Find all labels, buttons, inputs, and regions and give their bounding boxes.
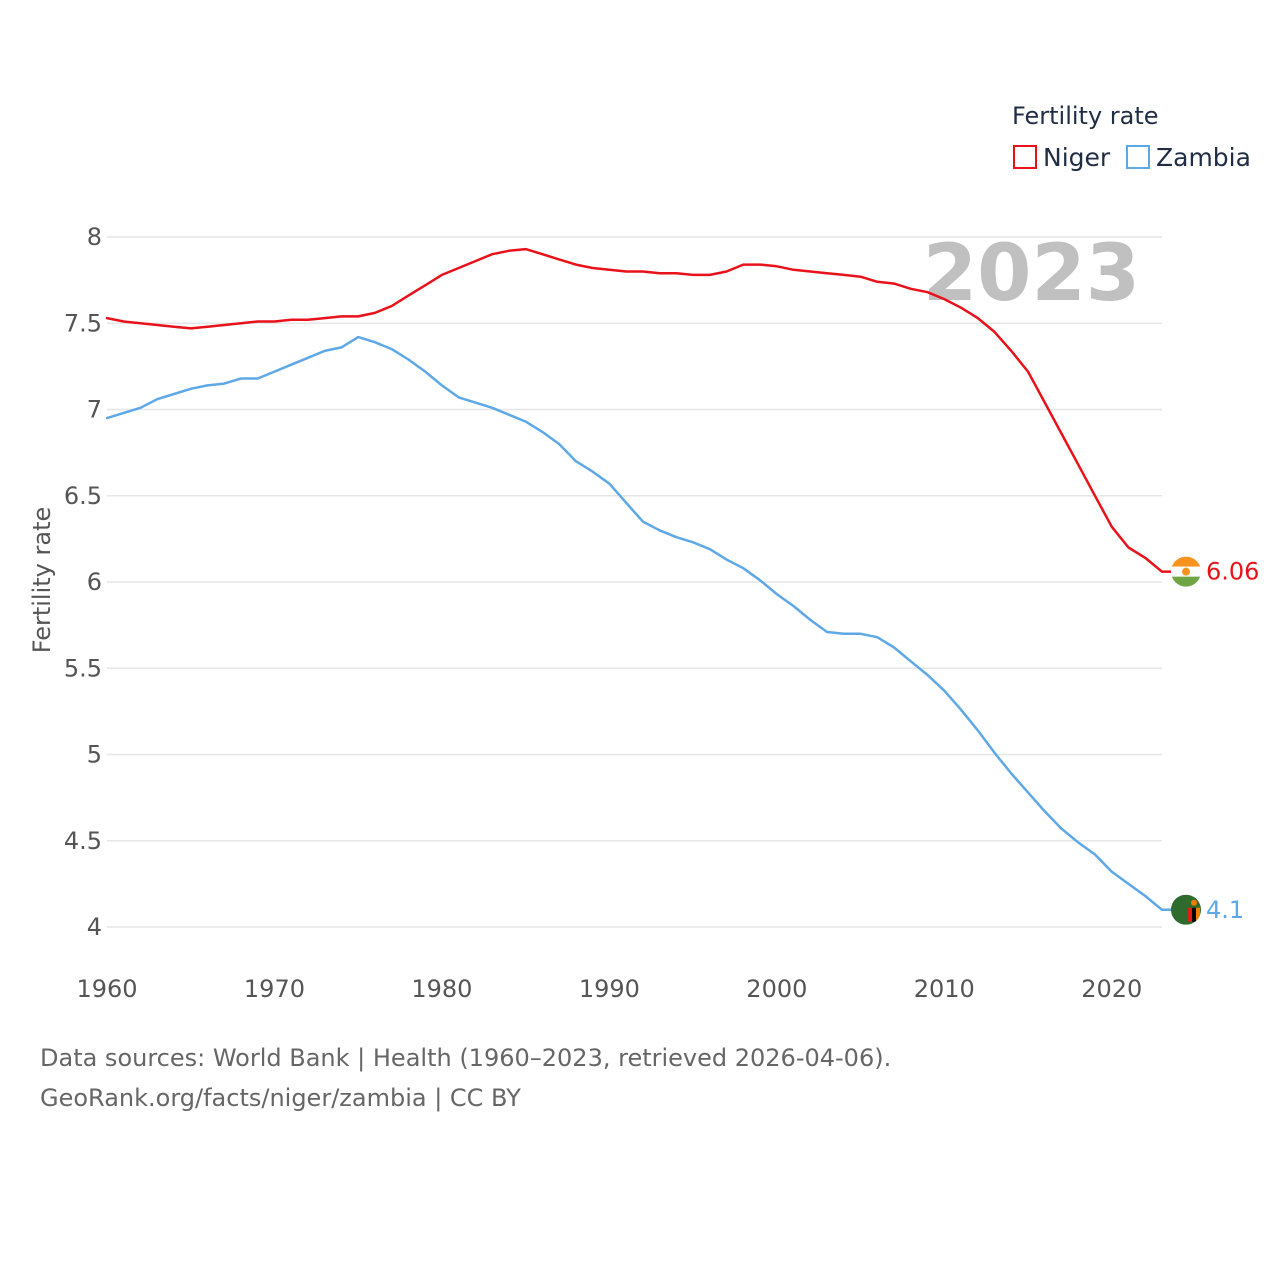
footer-source: Data sources: World Bank | Health (1960–… xyxy=(40,1044,892,1072)
y-axis-title: Fertility rate xyxy=(28,507,56,654)
legend-swatch-zambia xyxy=(1126,145,1150,169)
y-axis-ticks: 4 4.5 5 5.5 6 6.5 7 7.5 8 xyxy=(64,223,102,941)
y-tick-label: 7 xyxy=(87,396,102,424)
series-lines xyxy=(105,247,1164,912)
y-tick-label: 7.5 xyxy=(64,309,102,337)
x-tick-label: 1990 xyxy=(579,975,640,1003)
legend: Fertility rate Niger Zambia xyxy=(1012,102,1251,172)
x-tick-label: 2020 xyxy=(1081,975,1142,1003)
legend-label-zambia: Zambia xyxy=(1156,143,1251,172)
year-stamp: 2023 xyxy=(923,229,1140,319)
x-tick-label: 1970 xyxy=(244,975,305,1003)
series-line-zambia xyxy=(105,335,1164,912)
footer-link[interactable]: GeoRank.org/facts/niger/zambia | CC BY xyxy=(40,1084,521,1112)
zambia-flag-icon xyxy=(1171,894,1201,925)
legend-title: Fertility rate xyxy=(1012,102,1159,130)
grid-lines xyxy=(107,236,1162,928)
niger-flag-icon xyxy=(1171,556,1201,587)
x-axis-ticks: 1960 1970 1980 1990 2000 2010 2020 xyxy=(76,975,1142,1003)
x-tick-label: 2010 xyxy=(914,975,975,1003)
end-value-label-niger: 6.06 xyxy=(1206,558,1259,586)
y-tick-label: 5 xyxy=(87,741,102,769)
y-tick-label: 5.5 xyxy=(64,654,102,682)
y-tick-label: 4 xyxy=(87,913,102,941)
y-tick-label: 4.5 xyxy=(64,827,102,855)
y-tick-label: 6.5 xyxy=(64,482,102,510)
legend-label-niger: Niger xyxy=(1043,143,1111,172)
x-tick-label: 1960 xyxy=(76,975,137,1003)
series-line-niger xyxy=(105,247,1164,573)
x-tick-label: 2000 xyxy=(746,975,807,1003)
end-value-label-zambia: 4.1 xyxy=(1206,896,1244,924)
series-endpoints: 6.06 4.1 xyxy=(1162,556,1259,925)
x-tick-label: 1980 xyxy=(411,975,472,1003)
y-tick-label: 8 xyxy=(87,223,102,251)
y-tick-label: 6 xyxy=(87,568,102,596)
legend-swatch-niger xyxy=(1013,145,1037,169)
